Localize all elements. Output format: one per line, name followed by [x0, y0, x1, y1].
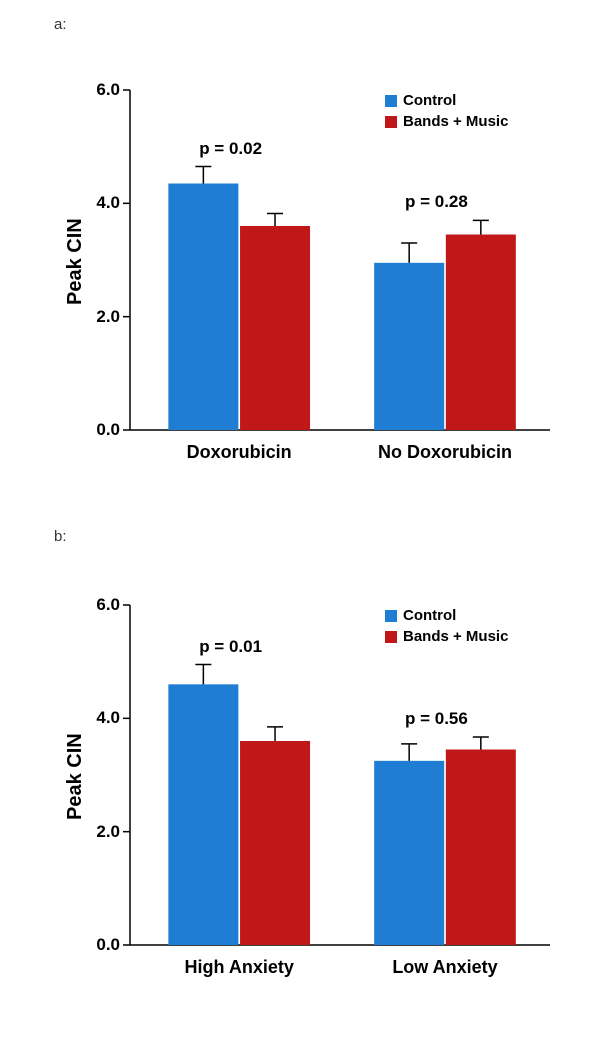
- y-axis-label: Peak CIN: [64, 733, 87, 820]
- legend-swatch: [385, 610, 397, 622]
- p-value-label: p = 0.01: [199, 637, 262, 657]
- legend-item: Bands + Music: [385, 628, 508, 645]
- p-value-label: p = 0.56: [405, 709, 468, 729]
- bar: [168, 684, 238, 945]
- legend-item: Control: [385, 607, 508, 624]
- legend-label: Bands + Music: [403, 628, 508, 645]
- x-category-label: Low Anxiety: [365, 957, 525, 978]
- ytick-label: 2.0: [80, 822, 120, 842]
- bar: [446, 750, 516, 946]
- bar: [240, 741, 310, 945]
- chart-b: 0.0 2.0 4.0 6.0 Peak CIN High Anxiety Low Anxi…: [0, 0, 612, 1015]
- legend-swatch: [385, 631, 397, 643]
- bar: [374, 761, 444, 945]
- legend-label: Control: [403, 607, 456, 624]
- chart-svg: [0, 0, 612, 955]
- ytick-label: 4.0: [80, 708, 120, 728]
- ytick-label: 6.0: [80, 595, 120, 615]
- ytick-label: 0.0: [80, 935, 120, 955]
- x-category-label: High Anxiety: [159, 957, 319, 978]
- legend: Control Bands + Music: [385, 607, 508, 649]
